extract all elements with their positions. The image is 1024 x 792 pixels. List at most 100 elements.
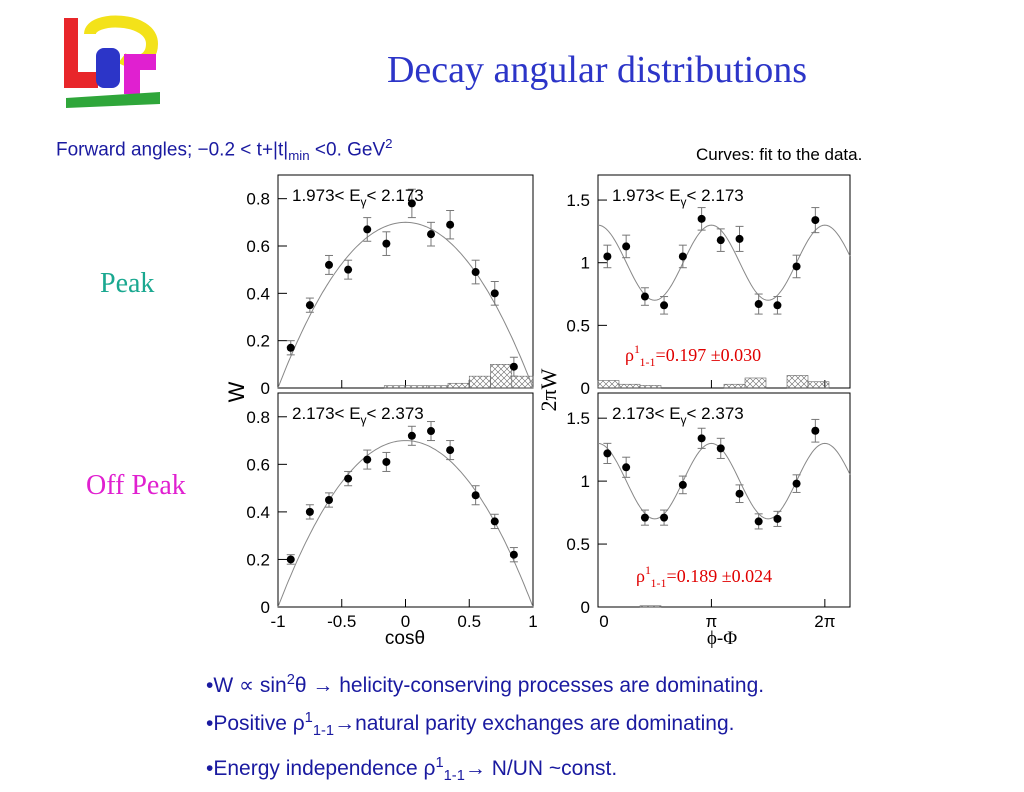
rho-symbol: ρ: [625, 345, 634, 365]
data-point: [286, 555, 295, 564]
plot-frame: [277, 392, 534, 608]
x-tick-label: -1: [270, 612, 285, 631]
background-bar: [744, 377, 767, 389]
logo-green-band: [66, 92, 160, 108]
data-point: [773, 514, 782, 523]
y-tick-label: 0.2: [246, 550, 270, 569]
energy-range-label: 1.973< Eγ< 2.173: [612, 186, 744, 209]
fit-curve: [277, 221, 534, 389]
y-tick-label: 0: [261, 379, 270, 398]
y-tick-label: 0: [261, 598, 270, 617]
fit-note: Curves: fit to the data.: [696, 145, 863, 164]
fit-curve: [597, 224, 851, 301]
data-point: [678, 480, 687, 489]
row-label-off-peak: Off Peak: [86, 470, 186, 501]
data-point: [622, 242, 631, 251]
energy-label-post: < 2.373: [367, 404, 424, 423]
data-point: [678, 252, 687, 261]
row-label-peak: Peak: [100, 268, 155, 299]
data-point: [446, 220, 455, 229]
data-point: [716, 236, 725, 245]
y-tick-label: 0.4: [246, 503, 270, 522]
y-tick-label: 0.5: [566, 535, 590, 554]
y-tick-label: 0.8: [246, 408, 270, 427]
rho-annotation: ρ11-1=0.197 ±0.030: [625, 342, 761, 369]
x-tick-label: π: [706, 612, 718, 631]
data-point: [603, 252, 612, 261]
energy-label-pre: 1.973< E: [292, 186, 361, 205]
rho-value: =0.189 ±0.024: [667, 566, 773, 586]
left-x-axis-label: cosθ: [385, 628, 425, 649]
data-point: [697, 434, 706, 443]
leps-logo: [64, 15, 160, 108]
energy-label-pre: 2.173< E: [292, 404, 361, 423]
rho-value: =0.197 ±0.030: [656, 345, 762, 365]
conclusion-item: •Positive ρ11-1→natural parity exchanges…: [206, 710, 735, 740]
data-point: [811, 216, 820, 225]
data-point: [382, 457, 391, 466]
fit-curve: [277, 440, 534, 608]
y-tick-label: 0: [581, 598, 590, 617]
x-tick-label: 0.5: [457, 612, 481, 631]
background-bar: [597, 380, 620, 389]
background-bar: [426, 385, 449, 389]
fit-curve: [597, 442, 851, 520]
data-point: [407, 199, 416, 208]
y-tick-label: 1: [581, 254, 590, 273]
logo-s: [124, 54, 156, 94]
data-point: [735, 489, 744, 498]
rho-sup: 1: [634, 342, 640, 356]
angular-distribution-plots: 0 0.2 0.4 0.6 0.8 1.973< Eγ< 2.173 0 0.5 1 1.5 1.9…: [224, 174, 851, 649]
background-bar: [639, 385, 662, 389]
energy-label-sub: γ: [681, 413, 687, 427]
data-point: [640, 513, 649, 522]
background-bar: [490, 364, 513, 389]
data-point: [363, 455, 372, 464]
background-bar: [639, 605, 662, 608]
rho-sub: 1-1: [651, 576, 667, 590]
data-point: [305, 507, 314, 516]
energy-label-pre: 2.173< E: [612, 404, 681, 423]
data-point: [286, 343, 295, 352]
y-tick-label: 0.5: [566, 316, 590, 335]
y-tick-label: 1.5: [566, 409, 590, 428]
data-point: [716, 444, 725, 453]
data-point: [382, 239, 391, 248]
data-point: [735, 234, 744, 243]
energy-label-sub: γ: [361, 413, 367, 427]
data-point: [660, 513, 669, 522]
background-bar: [786, 375, 809, 389]
x-tick-label: 0: [599, 612, 608, 631]
x-tick-label: 0: [401, 612, 410, 631]
energy-label-sub: γ: [681, 195, 687, 209]
logo-p: [96, 48, 120, 88]
logo-l-base: [64, 72, 98, 88]
y-tick-label: 0.8: [246, 190, 270, 209]
data-point: [407, 431, 416, 440]
data-point: [305, 301, 314, 310]
energy-range-label: 1.973< Eγ< 2.173: [292, 186, 424, 209]
right-y-axis-label: 2πW: [536, 368, 561, 411]
energy-range-label: 2.173< Eγ< 2.373: [612, 404, 744, 427]
x-tick-label: 2π: [814, 612, 835, 631]
data-point: [325, 260, 333, 269]
energy-label-post: < 2.373: [687, 404, 744, 423]
data-point: [471, 491, 480, 500]
energy-label-pre: 1.973< E: [612, 186, 681, 205]
y-tick-label: 0.6: [246, 455, 270, 474]
data-point: [344, 474, 353, 483]
conclusions-list: •W ∝ sin2θ → helicity-conserving process…: [206, 664, 764, 792]
rho-sup: 1: [645, 563, 651, 577]
page-title: Decay angular distributions: [386, 49, 807, 91]
data-point: [509, 550, 518, 559]
right-x-axis-label: ϕ-Φ: [707, 628, 737, 649]
data-point: [427, 230, 435, 239]
y-tick-label: 0: [581, 379, 590, 398]
y-tick-label: 0.6: [246, 237, 270, 256]
data-point: [471, 268, 480, 277]
conclusion-item: •W ∝ sin2θ → helicity-conserving process…: [206, 672, 765, 697]
background-bar: [383, 385, 406, 389]
y-tick-label: 0.2: [246, 332, 270, 351]
conclusion-item: •Energy independence ρ11-1→ N/UN ~const.: [206, 755, 618, 785]
y-tick-label: 1: [581, 472, 590, 491]
